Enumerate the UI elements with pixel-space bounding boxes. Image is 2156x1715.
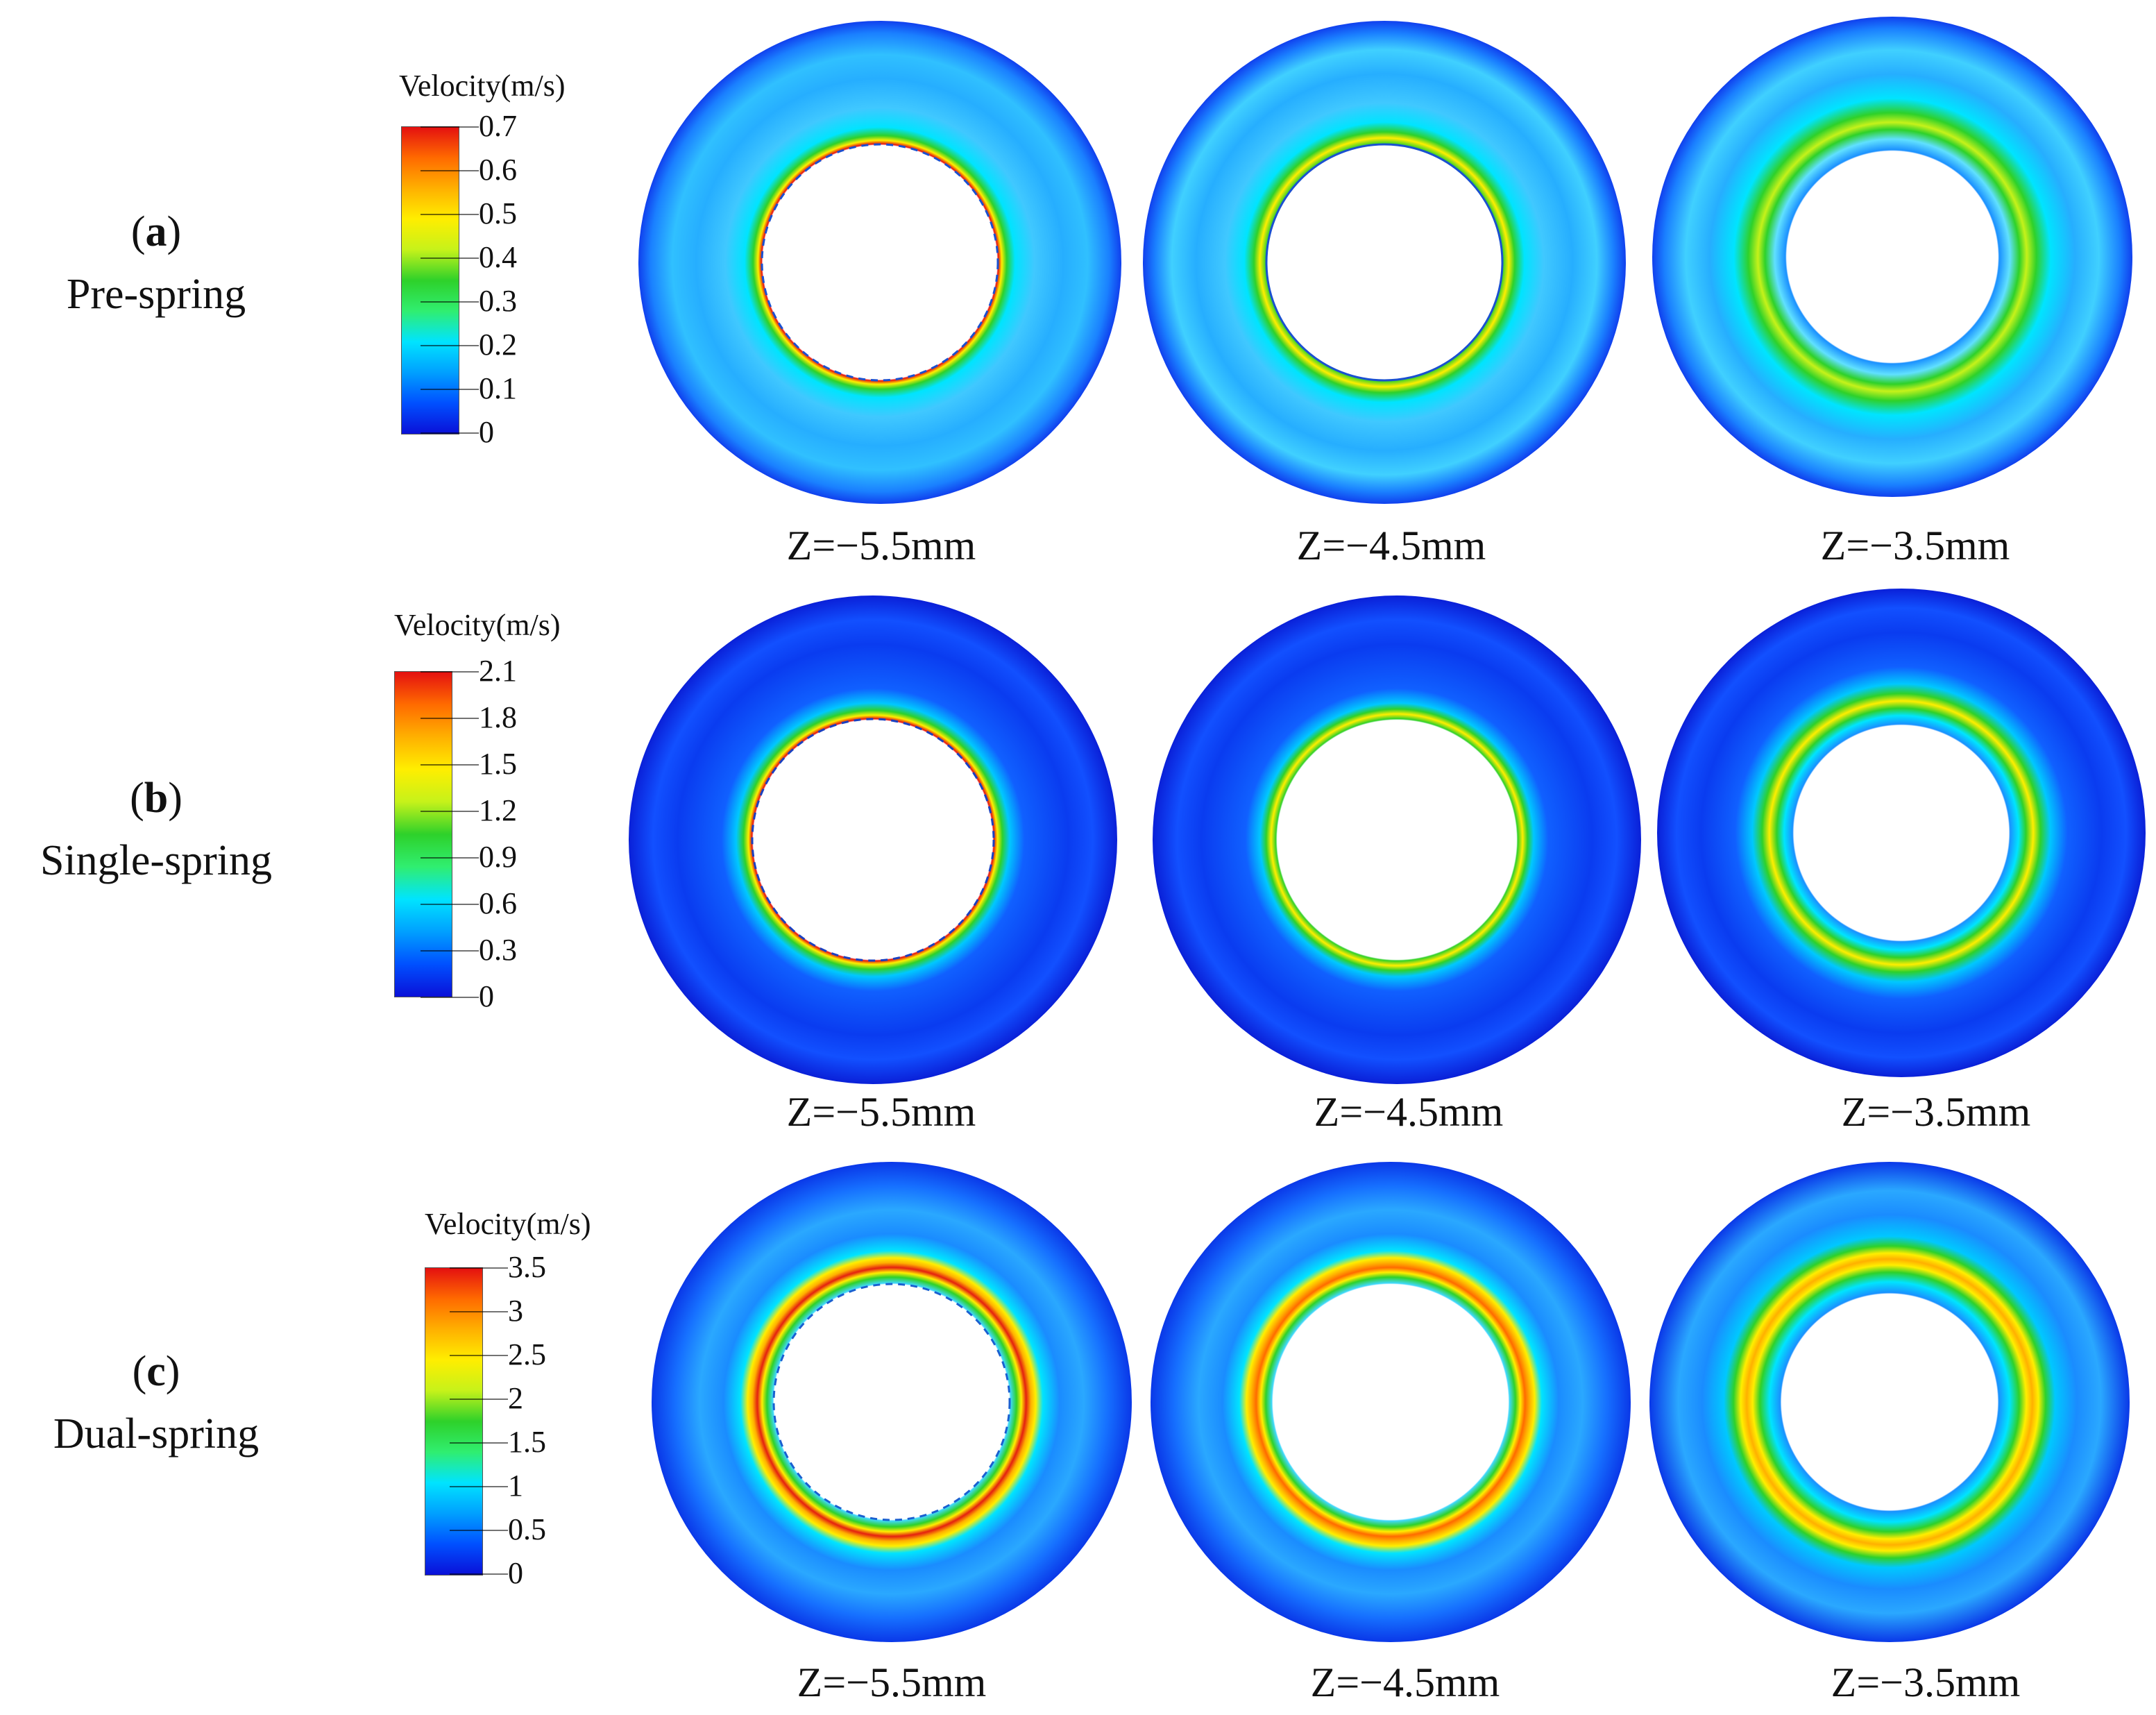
tick-label-a-0: 0.7 [421,109,517,143]
tick-label-a-5: 0.2 [421,328,517,362]
contour-disc-a-z-3.5 [1652,17,2132,497]
plane-label-a-2: Z=−4.5mm [1296,523,1486,568]
tick-label-c-2: 2.5 [450,1337,546,1371]
tick-label-b-5: 0.6 [421,886,517,920]
plane-label-b-3: Z=−3.5mm [1841,1089,2031,1135]
tick-label-b-6: 0.3 [421,933,517,967]
tick-label-b-3: 1.2 [421,793,517,827]
contour-disc-c-z-4.5 [1151,1162,1631,1642]
legend-title-b: Velocity(m/s) [394,608,561,642]
tick-label-c-3: 2 [450,1381,523,1415]
tick-label-c-7: 0 [450,1556,523,1590]
row-a-contours [638,17,2132,504]
panel-letter-a: (a) [130,208,182,255]
legend-title-a: Velocity(m/s) [399,69,566,103]
row-label-b: (b) Single-spring [31,768,281,893]
hub-outline-c-z-5.5 [772,1283,1011,1521]
panel-name-c: Dual-spring [53,1410,260,1458]
tick-label-c-4: 1.5 [450,1425,546,1459]
tick-label-a-6: 0.1 [421,371,517,405]
colorbar-a [401,126,459,434]
row-b-contours [629,589,2146,1084]
tick-label-b-0: 2.1 [421,654,517,688]
hub-outline-a-z-4.5 [1265,143,1504,382]
tick-label-b-7: 0 [421,979,494,1013]
plane-label-a-1: Z=−5.5mm [786,523,976,568]
panel-letter-c: (c) [132,1348,180,1395]
contour-disc-b-z-4.5 [1153,595,1641,1084]
contour-disc-b-z-3.5 [1657,589,2146,1077]
contour-disc-c-z-5.5 [652,1162,1132,1642]
tick-label-a-3: 0.4 [421,240,517,274]
tick-label-c-5: 1 [450,1469,523,1503]
contour-disc-c-z-3.5 [1649,1162,2130,1642]
row-label-c: (c) Dual-spring [31,1341,281,1466]
contour-disc-b-z-5.5 [629,595,1117,1084]
contour-disc-a-z-4.5 [1143,21,1626,504]
tick-label-b-2: 1.5 [421,747,517,781]
tick-label-b-4: 0.9 [421,840,517,874]
plane-label-c-2: Z=−4.5mm [1310,1659,1500,1705]
tick-label-c-0: 3.5 [450,1250,546,1284]
plane-label-a-3: Z=−3.5mm [1820,523,2010,568]
tick-label-a-7: 0 [421,415,494,449]
hub-outline-a-z-5.5 [761,143,999,382]
plane-label-b-1: Z=−5.5mm [786,1089,976,1135]
tick-label-b-1: 1.8 [421,700,517,734]
row-label-a: (a) Pre-spring [31,201,281,326]
tick-label-a-1: 0.6 [421,153,517,187]
panel-letter-b: (b) [130,775,183,822]
colorbar-b [394,671,452,997]
contour-disc-a-z-5.5 [638,21,1121,504]
legend-title-c: Velocity(m/s) [425,1207,591,1241]
tick-label-c-6: 0.5 [450,1512,546,1546]
hub-outline-b-z-5.5 [751,718,995,962]
panel-name-b: Single-spring [40,836,273,884]
plane-label-c-1: Z=−5.5mm [797,1659,987,1705]
tick-label-a-2: 0.5 [421,196,517,230]
colorbar-c [425,1267,483,1575]
plane-label-c-3: Z=−3.5mm [1831,1659,2021,1705]
row-c-contours [652,1162,2130,1642]
tick-label-a-4: 0.3 [421,284,517,318]
tick-label-c-1: 3 [450,1294,523,1328]
plane-label-b-2: Z=−4.5mm [1314,1089,1504,1135]
panel-name-a: Pre-spring [66,270,246,318]
